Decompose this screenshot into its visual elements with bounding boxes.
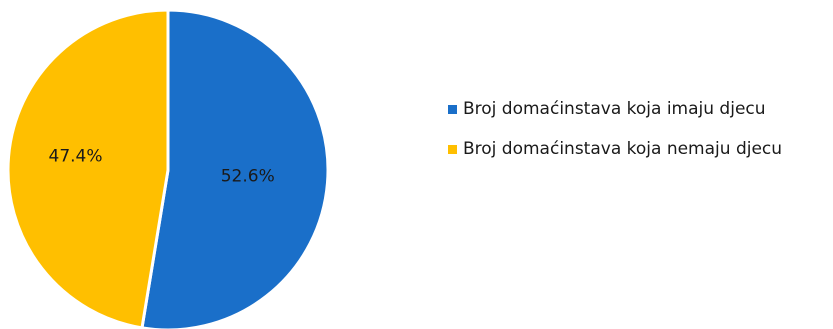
pie-slice-imaju-djecu	[140, 8, 330, 329]
legend: Broj domaćinstava koja imaju djecu Broj …	[448, 96, 782, 176]
legend-label-nemaju-djecu: Broj domaćinstava koja nemaju djecu	[463, 139, 783, 159]
data-label-nemaju-djecu: 47.4%	[49, 146, 103, 166]
pie-slice-nemaju-djecu	[6, 8, 170, 329]
data-label-imaju-djecu: 52.6%	[221, 167, 275, 187]
legend-item-imaju-djecu: Broj domaćinstava koja imaju djecu	[448, 96, 782, 122]
pie-slices	[6, 8, 330, 329]
pie-chart: 52.6% 47.4%	[6, 8, 330, 329]
legend-swatch-imaju-djecu	[448, 104, 457, 114]
pie-data-labels: 52.6% 47.4%	[49, 146, 275, 186]
legend-swatch-nemaju-djecu	[448, 144, 457, 154]
legend-item-nemaju-djecu: Broj domaćinstava koja nemaju djecu	[448, 136, 782, 162]
legend-label-imaju-djecu: Broj domaćinstava koja imaju djecu	[463, 99, 766, 119]
